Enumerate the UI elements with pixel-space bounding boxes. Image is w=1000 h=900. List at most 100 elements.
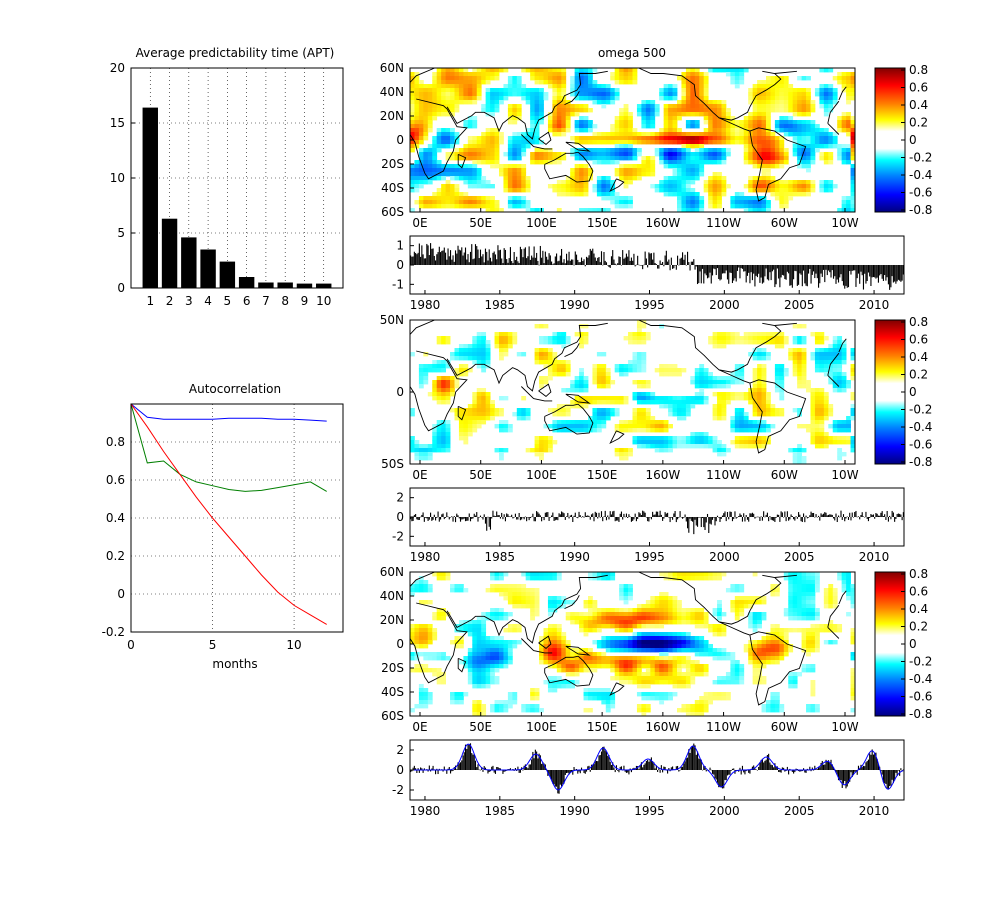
heatmap-cell <box>512 188 518 193</box>
heatmap-cell <box>467 344 473 349</box>
heatmap-cell <box>481 332 487 337</box>
heatmap-cell <box>645 396 651 401</box>
heatmap-cell <box>712 444 718 449</box>
heatmap-cell <box>499 164 504 169</box>
heatmap-cell <box>801 180 807 185</box>
heatmap-cell <box>414 168 420 173</box>
heatmap-cell <box>441 68 446 73</box>
heatmap-cell <box>432 176 438 181</box>
heatmap-cell <box>752 84 758 89</box>
heatmap-cell <box>574 376 580 381</box>
heatmap-cell <box>832 352 838 357</box>
heatmap-cell <box>681 436 687 441</box>
heatmap-cell <box>628 200 633 205</box>
heatmap-cell <box>507 76 513 81</box>
ts-bar <box>516 256 518 265</box>
heatmap-cell <box>721 452 727 457</box>
heatmap-cell <box>739 140 745 145</box>
heatmap-cell <box>516 152 522 157</box>
heatmap-cell <box>423 376 429 381</box>
heatmap-cell <box>828 588 834 593</box>
ts-bar <box>778 514 780 517</box>
heatmap-cell <box>574 92 580 97</box>
heatmap-cell <box>507 584 513 589</box>
heatmap-cell <box>610 408 616 413</box>
ts-bar <box>433 255 435 265</box>
heatmap-cell <box>507 152 513 157</box>
heatmap-cell <box>503 420 509 425</box>
heatmap-cell <box>552 408 558 413</box>
heatmap-cell <box>458 420 464 425</box>
heatmap-cell <box>481 148 487 153</box>
heatmap-cell <box>712 448 718 453</box>
ts-bar <box>647 265 649 268</box>
heatmap-cell <box>841 440 847 445</box>
heatmap-cell <box>788 180 794 185</box>
heatmap-cell <box>556 184 562 189</box>
heatmap-cell <box>748 340 754 345</box>
heatmap-cell <box>841 200 847 205</box>
heatmap-cell <box>712 124 718 129</box>
apt-xtick-label: 2 <box>166 294 174 308</box>
heatmap-cell <box>681 140 687 145</box>
heatmap-cell <box>734 396 740 401</box>
heatmap-cell <box>694 440 700 445</box>
ts-bar <box>432 517 434 520</box>
heatmap-cell <box>623 608 629 613</box>
heatmap-cell <box>717 412 722 417</box>
autocorrelation-axes-box <box>130 403 344 633</box>
heatmap-cell <box>485 200 491 205</box>
ts-bar <box>738 516 740 517</box>
heatmap-cell <box>427 392 433 397</box>
heatmap-cell <box>565 420 571 425</box>
heatmap-cell <box>828 356 834 361</box>
ts-bar <box>879 265 881 276</box>
ts-bar <box>639 513 641 517</box>
heatmap-cell <box>694 176 700 181</box>
heatmap-cell <box>525 412 531 417</box>
ts-bar <box>603 516 605 517</box>
ts-bar <box>677 517 679 520</box>
heatmap-cell <box>579 176 584 181</box>
heatmap-cell <box>441 72 446 77</box>
heatmap-cell <box>690 396 696 401</box>
heatmap-cell <box>659 428 665 433</box>
heatmap-cell <box>788 576 794 581</box>
heatmap-cell <box>641 132 647 137</box>
heatmap-cell <box>628 584 633 589</box>
heatmap-cell <box>823 604 829 609</box>
heatmap-cell <box>556 404 562 409</box>
heatmap-cell <box>672 608 678 613</box>
heatmap-cell <box>561 120 567 125</box>
heatmap-cell <box>828 360 834 365</box>
heatmap-cell <box>757 96 762 101</box>
ts-bar <box>795 265 797 272</box>
heatmap-cell <box>414 116 420 121</box>
heatmap-cell <box>521 132 527 137</box>
heatmap-cell <box>418 580 424 585</box>
coastline <box>544 403 594 435</box>
heatmap-cell <box>436 160 442 165</box>
heatmap-cell <box>556 120 562 125</box>
ts-bar <box>753 265 755 274</box>
heatmap-cell <box>552 600 558 605</box>
heatmap-cell <box>770 140 776 145</box>
heatmap-cell <box>708 156 713 161</box>
ts-bar <box>786 511 788 517</box>
heatmap-cell <box>725 136 731 141</box>
ts-bar <box>770 265 772 281</box>
heatmap-cell <box>410 180 415 185</box>
heatmap-cell <box>690 200 696 205</box>
ts-bar <box>842 265 845 286</box>
heatmap-cell <box>677 136 682 141</box>
heatmap-cell <box>668 408 673 413</box>
heatmap-cell <box>663 180 669 185</box>
heatmap-cell <box>481 132 487 137</box>
heatmap-cell <box>601 92 607 97</box>
heatmap-cell <box>748 420 754 425</box>
heatmap-cell <box>712 336 718 341</box>
ts-bar <box>592 248 594 265</box>
heatmap-cell <box>570 424 576 429</box>
ts-bar <box>706 513 709 517</box>
ts-bar <box>501 512 503 517</box>
